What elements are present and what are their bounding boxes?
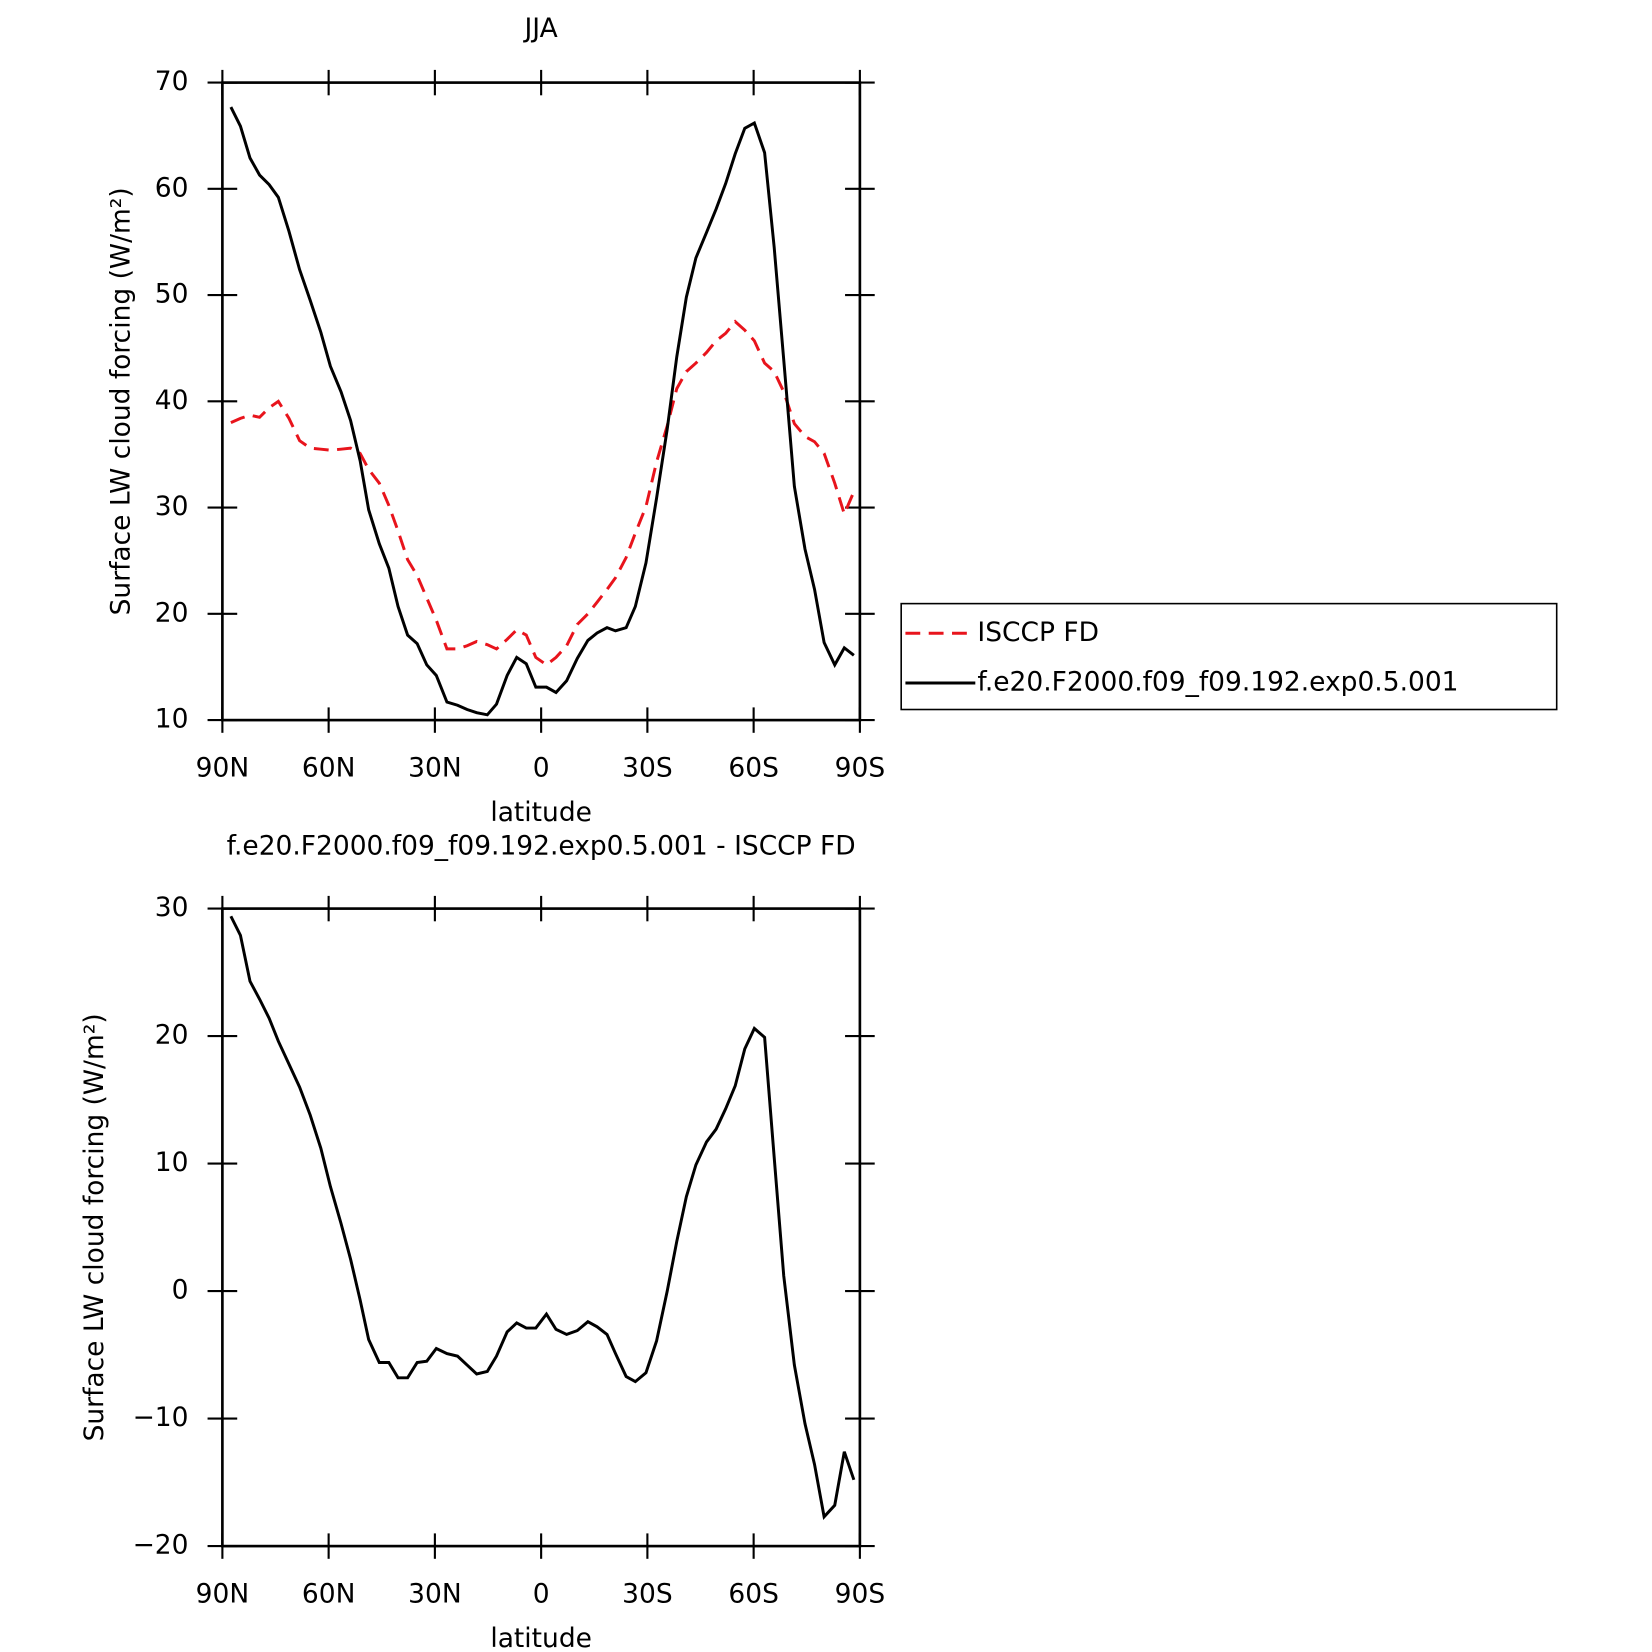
y-axis-label: Surface LW cloud forcing (W/m²) [79,1013,110,1441]
y-tick-label: 50 [155,279,189,310]
y-tick-label: 10 [155,1147,189,1178]
y-tick-label: −10 [133,1402,189,1433]
y-tick-label: 10 [155,704,189,735]
x-axis-label: latitude [490,797,592,828]
legend-box [900,602,1558,711]
y-tick-label: 20 [155,597,189,628]
plot-frame [221,81,862,722]
x-tick-label: 90N [196,1578,249,1609]
y-axis-label: Surface LW cloud forcing (W/m²) [105,187,136,615]
x-tick-label: 60S [728,752,778,783]
x-tick-label: 90N [196,752,249,783]
x-tick-label: 60N [302,1578,355,1609]
chart-title: f.e20.F2000.f09_f09.192.exp0.5.001 - ISC… [227,831,856,862]
x-tick-label: 60N [302,752,355,783]
x-tick-label: 30N [408,752,461,783]
x-tick-label: 0 [533,1578,550,1609]
x-tick-label: 60S [728,1578,778,1609]
x-tick-label: 30S [622,752,672,783]
x-tick-label: 30S [622,1578,672,1609]
y-tick-label: 30 [155,491,189,522]
plot-frame [221,907,862,1548]
y-tick-label: 20 [155,1020,189,1051]
y-tick-label: 0 [172,1275,189,1306]
chart-title: JJA [523,13,558,44]
x-tick-label: 90S [835,1578,885,1609]
y-tick-label: 70 [155,66,189,97]
x-tick-label: 30N [408,1578,461,1609]
y-tick-label: 60 [155,172,189,203]
x-tick-label: 0 [533,752,550,783]
data-line [229,106,855,717]
y-tick-label: 40 [155,385,189,416]
legend-label: ISCCP FD [977,617,1099,648]
x-axis-label: latitude [490,1623,592,1652]
y-tick-label: 30 [155,892,189,923]
x-tick-label: 90S [835,752,885,783]
data-line [230,319,856,667]
y-tick-label: −20 [133,1530,189,1561]
data-line [229,915,856,1520]
legend-label: f.e20.F2000.f09_f09.192.exp0.5.001 [977,667,1458,698]
